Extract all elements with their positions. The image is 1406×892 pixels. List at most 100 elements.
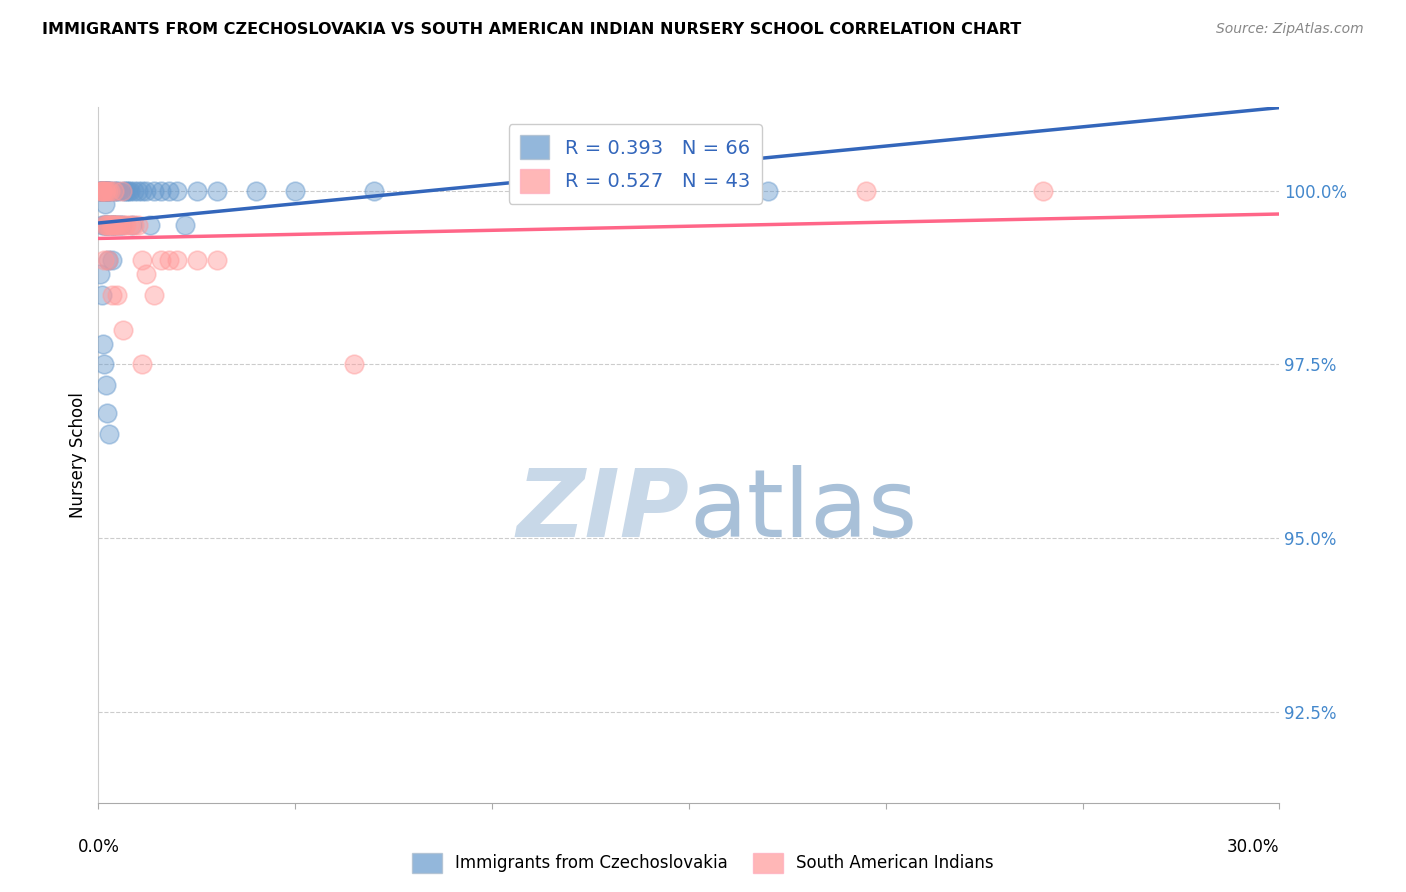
Point — [855, 184, 877, 198]
Point — [166, 253, 188, 268]
Point — [166, 184, 188, 198]
Point — [90, 288, 112, 302]
Point — [89, 184, 111, 198]
Point — [108, 219, 131, 233]
Point — [245, 184, 267, 198]
Point — [205, 184, 228, 198]
Point — [93, 184, 115, 198]
Point — [135, 267, 157, 281]
Point — [105, 219, 128, 233]
Point — [150, 253, 173, 268]
Point — [96, 219, 118, 233]
Point — [131, 358, 153, 372]
Point — [91, 184, 114, 198]
Point — [121, 219, 143, 233]
Point — [118, 219, 141, 233]
Point — [186, 184, 208, 198]
Point — [1032, 184, 1054, 198]
Point — [118, 184, 141, 198]
Point — [91, 219, 114, 233]
Point — [91, 184, 114, 198]
Text: 0.0%: 0.0% — [77, 838, 120, 855]
Point — [343, 358, 366, 372]
Point — [91, 336, 114, 351]
Point — [101, 288, 124, 302]
Point — [94, 219, 117, 233]
Point — [103, 219, 125, 233]
Point — [363, 184, 385, 198]
Point — [90, 184, 112, 198]
Point — [135, 184, 157, 198]
Point — [103, 184, 125, 198]
Point — [93, 219, 115, 233]
Point — [98, 184, 121, 198]
Point — [94, 197, 117, 211]
Point — [284, 184, 307, 198]
Point — [93, 184, 115, 198]
Point — [96, 184, 118, 198]
Point — [127, 219, 149, 233]
Point — [186, 253, 208, 268]
Point — [112, 219, 135, 233]
Point — [108, 219, 131, 233]
Point — [97, 253, 120, 268]
Point — [98, 184, 121, 198]
Point — [90, 184, 112, 198]
Point — [105, 288, 128, 302]
Point — [98, 219, 121, 233]
Text: IMMIGRANTS FROM CZECHOSLOVAKIA VS SOUTH AMERICAN INDIAN NURSERY SCHOOL CORRELATI: IMMIGRANTS FROM CZECHOSLOVAKIA VS SOUTH … — [42, 22, 1021, 37]
Point — [105, 219, 128, 233]
Point — [122, 184, 145, 198]
Point — [98, 184, 121, 198]
Point — [104, 219, 127, 233]
Point — [98, 427, 121, 442]
Point — [93, 358, 115, 372]
Point — [112, 184, 135, 198]
Point — [101, 253, 124, 268]
Point — [97, 184, 120, 198]
Point — [100, 219, 122, 233]
Point — [90, 184, 112, 198]
Point — [91, 184, 114, 198]
Point — [150, 184, 173, 198]
Point — [91, 184, 114, 198]
Point — [89, 267, 111, 281]
Point — [94, 219, 117, 233]
Point — [91, 184, 114, 198]
Point — [115, 219, 138, 233]
Point — [96, 184, 118, 198]
Point — [93, 253, 115, 268]
Point — [100, 219, 122, 233]
Point — [89, 184, 111, 198]
Point — [96, 219, 118, 233]
Point — [142, 184, 165, 198]
Point — [94, 378, 117, 392]
Point — [96, 184, 118, 198]
Point — [142, 288, 165, 302]
Point — [96, 219, 118, 233]
Legend: R = 0.393   N = 66, R = 0.527   N = 43: R = 0.393 N = 66, R = 0.527 N = 43 — [509, 124, 762, 204]
Point — [104, 219, 127, 233]
Point — [107, 219, 129, 233]
Point — [101, 219, 124, 233]
Y-axis label: Nursery School: Nursery School — [69, 392, 87, 518]
Point — [97, 253, 120, 268]
Point — [97, 184, 120, 198]
Text: atlas: atlas — [689, 465, 917, 557]
Point — [96, 406, 118, 420]
Point — [111, 219, 134, 233]
Point — [111, 323, 134, 337]
Point — [131, 253, 153, 268]
Point — [157, 253, 180, 268]
Point — [93, 184, 115, 198]
Text: 30.0%: 30.0% — [1227, 838, 1279, 855]
Legend: Immigrants from Czechoslovakia, South American Indians: Immigrants from Czechoslovakia, South Am… — [405, 847, 1001, 880]
Point — [93, 184, 115, 198]
Point — [756, 184, 779, 198]
Point — [205, 253, 228, 268]
Point — [103, 184, 125, 198]
Point — [157, 184, 180, 198]
Point — [96, 184, 118, 198]
Point — [93, 184, 115, 198]
Point — [105, 184, 128, 198]
